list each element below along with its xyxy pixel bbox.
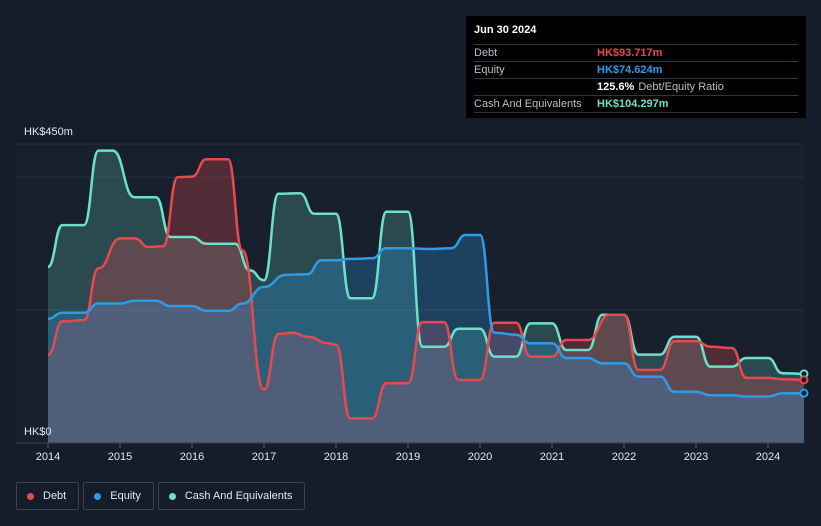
x-tick-label: 2017 bbox=[252, 451, 276, 463]
x-axis: 2014 2015 2016 2017 2018 2019 2020 2021 2022 2023… bbox=[16, 442, 804, 463]
legend-item-cash[interactable]: Cash And Equivalents bbox=[157, 482, 306, 510]
legend-equity-label: Equity bbox=[110, 490, 141, 502]
y-axis-bottom-label: HK$0 bbox=[24, 426, 52, 438]
x-tick-label: 2022 bbox=[612, 451, 636, 463]
endpoint-equity bbox=[799, 388, 809, 398]
x-tick-label: 2019 bbox=[396, 451, 420, 463]
tooltip-row-equity: Equity HK$74.624m bbox=[474, 61, 798, 78]
legend-cash-label: Cash And Equivalents bbox=[184, 490, 293, 502]
tooltip-equity-value: HK$74.624m bbox=[597, 64, 663, 76]
legend-item-equity[interactable]: Equity bbox=[83, 482, 154, 510]
chart-lines bbox=[47, 149, 805, 420]
tooltip-debt-value: HK$93.717m bbox=[597, 47, 663, 59]
tooltip-date: Jun 30 2024 bbox=[474, 24, 537, 36]
plot-background bbox=[16, 144, 804, 443]
equity-dot-icon bbox=[94, 492, 102, 500]
line-equity bbox=[47, 233, 804, 398]
tooltip-equity-label: Equity bbox=[474, 64, 505, 76]
chart-grid bbox=[16, 143, 804, 444]
data-tooltip: Jun 30 2024 Debt HK$93.717m Equity HK$74… bbox=[466, 16, 806, 118]
tooltip-ratio-value: 125.6% bbox=[597, 81, 635, 93]
x-tick-label: 2016 bbox=[180, 451, 204, 463]
x-tick-label: 2018 bbox=[324, 451, 348, 463]
line-debt bbox=[47, 158, 805, 420]
legend-debt-label: Debt bbox=[43, 490, 67, 502]
x-tick-label: 2023 bbox=[684, 451, 708, 463]
debt-dot-icon bbox=[27, 492, 34, 500]
x-tick-label: 2014 bbox=[36, 451, 60, 463]
tooltip-debt-label: Debt bbox=[474, 47, 498, 59]
legend-item-debt[interactable]: Debt bbox=[16, 482, 80, 510]
x-tick-label: 2021 bbox=[540, 451, 564, 463]
cash-dot-icon bbox=[168, 492, 176, 500]
chart-legend: Debt Equity Cash And Equivalents bbox=[16, 482, 306, 510]
tooltip-ratio-label: Debt/Equity Ratio bbox=[638, 81, 724, 93]
x-tick-label: 2015 bbox=[108, 451, 132, 463]
area-equity bbox=[48, 235, 804, 443]
line-cash-and-equivalents bbox=[47, 149, 805, 376]
tooltip-row-cash: Cash And Equivalents HK$104.297m bbox=[474, 95, 798, 113]
tooltip-cash-value: HK$104.297m bbox=[597, 98, 669, 110]
y-axis-top-label: HK$450m bbox=[24, 126, 73, 138]
area-cash-and-equivalents bbox=[48, 150, 804, 443]
tooltip-cash-label: Cash And Equivalents bbox=[474, 98, 582, 110]
tooltip-row-debt: Debt HK$93.717m bbox=[474, 44, 798, 61]
x-tick-label: 2024 bbox=[756, 451, 780, 463]
x-tick-label: 2020 bbox=[468, 451, 492, 463]
chart-endpoints bbox=[799, 369, 809, 398]
tooltip-row-ratio: 125.6% Debt/Equity Ratio bbox=[474, 78, 798, 95]
endpoint-debt bbox=[799, 375, 809, 385]
